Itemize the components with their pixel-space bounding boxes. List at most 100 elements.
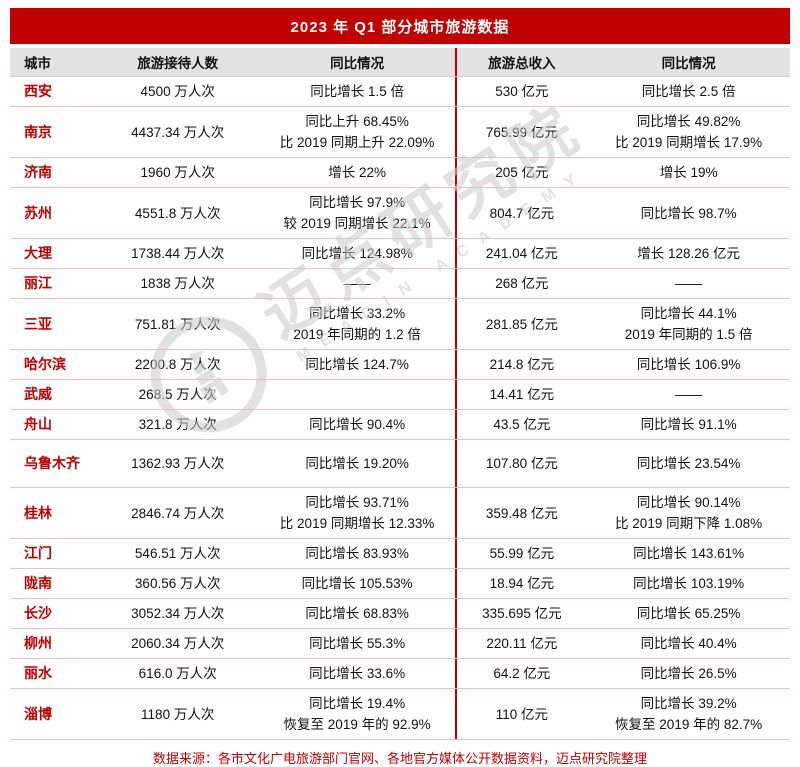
revenue-yoy-cell: 同比增长 2.5 倍 [587, 77, 790, 106]
table-row: 乌鲁木齐 1362.93 万人次 同比增长 19.20% 107.80 亿元 同比增长 … [10, 439, 790, 487]
yoy-line: 同比增长 97.9% [309, 195, 406, 210]
yoy-line: 同比增长 49.82% [636, 114, 741, 129]
visitors-cell: 1180 万人次 [141, 706, 215, 722]
yoy-line: 同比增长 91.1% [640, 417, 737, 432]
city-cell: 济南 [24, 164, 52, 180]
visitors-yoy-cell: 同比增长 1.5 倍 [260, 77, 455, 106]
revenue-yoy-cell: 同比增长 23.54% [587, 440, 790, 487]
table-row: 哈尔滨 2200.8 万人次 同比增长 124.7% 214.8 亿元 同比增长 106… [10, 349, 790, 379]
visitors-cell: 2846.74 万人次 [131, 505, 225, 521]
yoy-line: 同比增长 39.2% [640, 696, 737, 711]
yoy-line: 同比增长 124.7% [305, 357, 409, 372]
yoy-line: 同比增长 98.7% [640, 205, 737, 221]
visitors-cell: 1738.44 万人次 [131, 246, 225, 261]
visitors-cell: 546.51 万人次 [134, 546, 221, 561]
visitors-cell: 1960 万人次 [140, 165, 215, 180]
city-cell: 丽江 [24, 275, 52, 291]
revenue-cell: 64.2 亿元 [454, 659, 588, 688]
city-cell: 三亚 [24, 315, 52, 332]
yoy-line: 同比增长 2.5 倍 [641, 84, 736, 99]
visitors-cell: 2060.34 万人次 [131, 636, 225, 651]
yoy-line: 比 2019 同期上升 22.09% [279, 135, 435, 150]
revenue-yoy-cell: 同比增长 26.5% [587, 659, 790, 688]
yoy-line: 比 2019 同期增长 12.33% [279, 516, 435, 531]
yoy-line: 同比增长 68.83% [305, 606, 409, 621]
revenue-yoy-cell: 增长 19% [587, 158, 790, 187]
yoy-line: 同比增长 105.53% [301, 576, 413, 591]
yoy-line: 增长 19% [659, 165, 718, 180]
yoy-line: 同比增长 33.6% [309, 666, 406, 681]
column-header-1: 旅游接待人数 [137, 56, 219, 71]
visitors-yoy-cell: 同比增长 33.6% [260, 659, 455, 688]
city-cell: 西安 [24, 83, 52, 99]
yoy-line: 同比增长 90.14% [636, 495, 741, 510]
visitors-cell: 360.56 万人次 [134, 576, 221, 591]
city-cell: 武威 [24, 386, 52, 402]
yoy-line: 同比增长 26.5% [640, 666, 737, 681]
visitors-yoy-cell: 同比增长 105.53% [260, 569, 455, 598]
table-row: 舟山 321.8 万人次 同比增长 90.4% 43.5 亿元 同比增长 91.1% [10, 409, 790, 439]
yoy-line: 同比增长 33.2% [309, 306, 406, 321]
revenue-cell: 43.5 亿元 [454, 410, 588, 439]
yoy-line: 同比增长 44.1% [640, 306, 737, 321]
revenue-yoy-cell: 同比增长 39.2% 恢复至 2019 年的 82.7% [587, 689, 790, 739]
table-row: 丽江 1838 万人次 —— 268 亿元 —— [10, 268, 790, 298]
revenue-yoy-cell: 同比增长 44.1% 2019 年同期的 1.5 倍 [587, 299, 790, 349]
revenue-yoy-cell: 同比增长 103.19% [587, 569, 790, 598]
revenue-yoy-cell: 同比增长 49.82% 比 2019 同期增长 17.9% [587, 107, 790, 157]
table-row: 武威 268.5 万人次 14.41 亿元 —— [10, 379, 790, 409]
city-cell: 舟山 [24, 416, 52, 432]
visitors-cell: 2200.8 万人次 [134, 357, 221, 372]
yoy-line: 同比增长 83.93% [305, 546, 409, 561]
yoy-line: 增长 128.26 亿元 [637, 246, 740, 261]
city-cell: 淄博 [24, 705, 52, 722]
visitors-yoy-cell: 同比增长 19.4% 恢复至 2019 年的 92.9% [260, 689, 455, 739]
yoy-line: 同比增长 93.71% [305, 495, 409, 510]
revenue-cell: 530 亿元 [454, 77, 588, 106]
yoy-line: 恢复至 2019 年的 92.9% [283, 717, 431, 732]
visitors-cell: 268.5 万人次 [138, 387, 217, 402]
revenue-cell: 110 亿元 [454, 689, 588, 739]
table-row: 陇南 360.56 万人次 同比增长 105.53% 18.94 亿元 同比增长 103… [10, 568, 790, 598]
page-title: 2023 年 Q1 部分城市旅游数据 [10, 8, 790, 44]
revenue-cell: 804.7 亿元 [454, 188, 588, 238]
revenue-cell: 281.85 亿元 [454, 299, 588, 349]
revenue-cell: 18.94 亿元 [454, 569, 588, 598]
revenue-cell: 205 亿元 [454, 158, 588, 187]
yoy-line: 比 2019 同期下降 1.08% [615, 516, 763, 531]
city-cell: 桂林 [24, 504, 52, 521]
table-row: 西安 4500 万人次 同比增长 1.5 倍 530 亿元 同比增长 2.5 倍 [10, 76, 790, 106]
city-cell: 乌鲁木齐 [24, 455, 80, 471]
visitors-yoy-cell: 同比上升 68.45% 比 2019 同期上升 22.09% [260, 107, 455, 157]
revenue-cell: 55.99 亿元 [454, 539, 588, 568]
city-cell: 长沙 [24, 605, 52, 621]
table-row: 三亚 751.81 万人次 同比增长 33.2% 2019 年同期的 1.2 倍 281… [10, 298, 790, 349]
table-row: 江门 546.51 万人次 同比增长 83.93% 55.99 亿元 同比增长 143.… [10, 538, 790, 568]
revenue-cell: 335.695 亿元 [454, 599, 588, 628]
yoy-line: 同比增长 1.5 倍 [310, 84, 404, 99]
yoy-line: 同比增长 106.9% [636, 357, 741, 372]
yoy-line: 同比增长 40.4% [640, 636, 737, 651]
table-row: 桂林 2846.74 万人次 同比增长 93.71% 比 2019 同期增长 12.3… [10, 487, 790, 538]
revenue-cell: 241.04 亿元 [454, 239, 588, 268]
table-header-row: 城市 旅游接待人数 同比情况 旅游总收入 同比情况 [10, 48, 790, 76]
visitors-yoy-cell: 增长 22% [260, 158, 455, 187]
table-row: 丽水 616.0 万人次 同比增长 33.6% 64.2 亿元 同比增长 26.5% [10, 658, 790, 688]
table-row: 淄博 1180 万人次 同比增长 19.4% 恢复至 2019 年的 92.9% 110… [10, 688, 790, 739]
yoy-line: 同比增长 23.54% [636, 456, 741, 471]
column-header-4: 同比情况 [661, 56, 716, 71]
revenue-yoy-cell: —— [587, 269, 790, 298]
revenue-cell: 14.41 亿元 [454, 380, 588, 409]
table-row: 南京 4437.34 万人次 同比上升 68.45% 比 2019 同期上升 22.0… [10, 106, 790, 157]
yoy-line: 增长 22% [328, 165, 386, 180]
table-row: 柳州 2060.34 万人次 同比增长 55.3% 220.11 亿元 同比增长 40.… [10, 628, 790, 658]
revenue-cell: 107.80 亿元 [454, 440, 588, 487]
yoy-line: —— [675, 276, 703, 291]
yoy-line: 同比增长 65.25% [636, 606, 741, 621]
yoy-line: —— [343, 276, 371, 291]
yoy-line: —— [675, 387, 703, 402]
yoy-line: 同比增长 103.19% [633, 576, 745, 591]
yoy-line: 2019 年同期的 1.5 倍 [624, 327, 753, 342]
visitors-cell: 3052.34 万人次 [131, 606, 225, 621]
visitors-yoy-cell: 同比增长 93.71% 比 2019 同期增长 12.33% [260, 488, 455, 538]
